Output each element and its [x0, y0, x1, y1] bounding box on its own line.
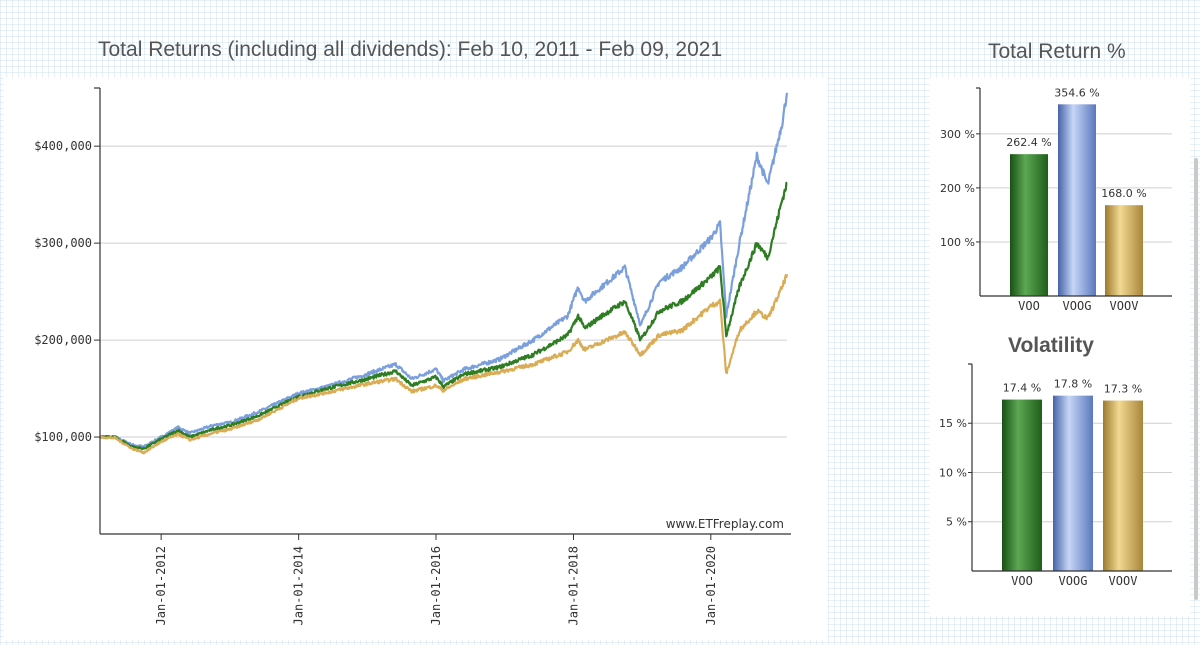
return-category-label: VOO [1018, 299, 1040, 313]
volatility-category-label: VOOV [1109, 574, 1138, 588]
y-tick-label: $400,000 [34, 139, 92, 153]
x-tick-label: Jan-01-2020 [704, 546, 718, 625]
return-bar-voo [1010, 154, 1048, 296]
series-line-voov [99, 273, 789, 455]
return-category-label: VOOV [1110, 299, 1139, 313]
line-chart: $100,000 $200,000 $300,000 $400,000 Jan-01-2… [34, 87, 791, 625]
page-scrollbar[interactable] [1194, 158, 1198, 600]
series-line-voog [98, 92, 789, 448]
total-return-title: Total Return % [988, 40, 1126, 63]
main-chart-title: Total Returns (including all dividends):… [98, 38, 723, 61]
return-bar-voov [1105, 205, 1143, 296]
return-y-tick-label: 300 % [940, 128, 975, 141]
y-tick-label: $200,000 [34, 333, 92, 347]
return-value-label: 168.0 % [1101, 187, 1146, 200]
volatility-value-label: 17.8 % [1054, 378, 1092, 391]
volatility-y-tick-label: 5 % [946, 516, 967, 529]
x-tick-label: Jan-01-2018 [566, 546, 580, 625]
return-y-tick-label: 200 % [940, 182, 975, 195]
return-value-label: 262.4 % [1006, 136, 1051, 149]
watermark-text: www.ETFreplay.com [666, 517, 784, 531]
volatility-y-tick-label: 10 % [939, 466, 967, 479]
volatility-category-label: VOOG [1059, 574, 1088, 588]
x-tick-label: Jan-01-2012 [154, 546, 168, 625]
return-value-label: 354.6 % [1054, 86, 1099, 99]
y-tick-label: $300,000 [34, 236, 92, 250]
volatility-y-tick-label: 15 % [939, 417, 967, 430]
return-y-tick-label: 100 % [940, 236, 975, 249]
line-chart-panel: $100,000 $200,000 $300,000 $400,000 Jan-01-2… [4, 78, 827, 640]
volatility-bar-voog [1053, 395, 1093, 571]
volatility-bar-voov [1103, 400, 1143, 571]
y-tick-label: $100,000 [34, 430, 92, 444]
x-tick-label: Jan-01-2016 [429, 546, 443, 625]
volatility-value-label: 17.3 % [1104, 383, 1142, 396]
return-bar-voog [1058, 104, 1096, 296]
volatility-value-label: 17.4 % [1003, 382, 1041, 395]
x-tick-label: Jan-01-2014 [292, 546, 306, 625]
series-line-voo [98, 181, 788, 451]
return-category-label: VOOG [1063, 299, 1092, 313]
volatility-category-label: VOO [1011, 574, 1033, 588]
bar-charts: 100 % 200 % 300 % 262.4 % VOO 354.6 % VOOG 168.… [939, 86, 1172, 588]
volatility-title: Volatility [1008, 334, 1094, 357]
volatility-bar-voo [1002, 399, 1042, 571]
side-charts-panel: 100 % 200 % 300 % 262.4 % VOO 354.6 % VOOG 168.… [930, 78, 1190, 616]
